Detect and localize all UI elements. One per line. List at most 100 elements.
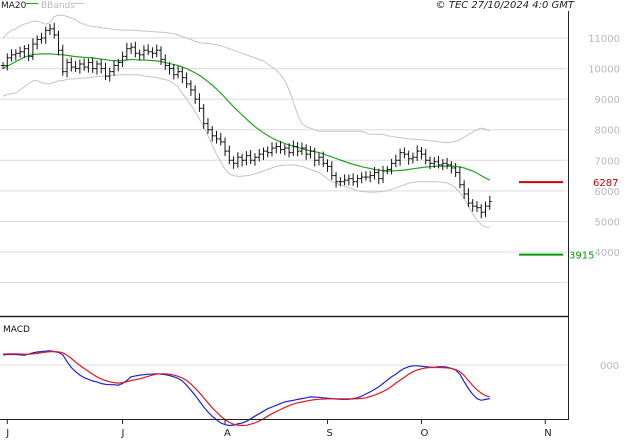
legend-swatch-ma20: [26, 3, 38, 4]
price-bar: [180, 67, 185, 84]
bollinger-bands: [2, 14, 490, 228]
copyright-background: [437, 0, 575, 11]
price-y-tick-label: 11000: [588, 34, 620, 45]
price-bar: [129, 42, 134, 54]
price-bars: [1, 22, 492, 219]
price-bar: [372, 167, 377, 180]
price-bar: [338, 177, 343, 187]
price-y-tick-label: 7000: [595, 156, 620, 167]
price-bar: [261, 147, 266, 161]
price-bar: [65, 58, 70, 78]
x-tick-label: O: [420, 428, 428, 439]
price-gridlines: [0, 37, 567, 284]
price-bar: [73, 60, 78, 72]
price-bar: [440, 159, 445, 171]
price-bar: [214, 130, 219, 144]
price-bar: [355, 174, 360, 188]
price-bar: [146, 44, 151, 56]
price-bar: [235, 152, 240, 168]
price-bar: [13, 49, 18, 61]
price-bar: [137, 49, 142, 61]
price-bar: [316, 152, 321, 166]
price-bar: [116, 58, 121, 72]
price-bar: [158, 46, 163, 65]
price-y-tick-label: 6000: [595, 187, 620, 198]
x-tick-label: A: [224, 428, 231, 439]
price-bar: [487, 195, 492, 210]
price-bar: [193, 85, 198, 104]
price-bar: [312, 147, 317, 167]
lower-band-line: [2, 74, 490, 228]
ma20-series-line: [2, 53, 491, 181]
macd-lines: [2, 350, 490, 427]
price-bar: [445, 157, 450, 169]
price-bar: [107, 67, 112, 82]
price-bar: [410, 152, 415, 164]
resistance-level-label: 6287: [593, 178, 618, 189]
price-bar: [462, 180, 467, 199]
price-bar: [428, 156, 432, 170]
price-bar: [227, 145, 232, 165]
price-bar: [56, 30, 61, 56]
price-bar: [393, 154, 398, 168]
chart-frame: [0, 0, 569, 420]
price-bar: [299, 142, 304, 156]
price-bar: [479, 204, 484, 219]
price-bar: [470, 199, 475, 212]
price-bar: [244, 151, 249, 166]
price-bar: [171, 63, 176, 80]
price-y-tick-label: 5000: [595, 217, 620, 228]
macd-y-axis: 000: [600, 361, 619, 372]
price-bar: [342, 174, 347, 186]
price-bar: [218, 132, 223, 146]
price-bar: [308, 146, 313, 159]
price-bar: [69, 57, 74, 72]
price-bar: [184, 72, 189, 89]
price-bar: [30, 38, 35, 61]
price-bar: [43, 26, 48, 44]
price-bar: [231, 156, 236, 169]
price-bar: [9, 49, 14, 62]
x-tick-label: J: [5, 428, 9, 439]
support-level-label: 3915: [569, 251, 594, 262]
price-bar: [5, 53, 10, 71]
price-bar: [163, 54, 168, 70]
price-bar: [402, 147, 407, 159]
price-bar: [22, 45, 27, 58]
price-bar: [376, 168, 381, 185]
signal-series-line: [2, 350, 490, 427]
price-bar: [295, 142, 300, 157]
price-bar: [210, 125, 215, 142]
legend-item-ma20: MA20: [1, 1, 27, 11]
price-bar: [167, 62, 172, 75]
price-bar: [26, 44, 31, 62]
price-bar: [1, 62, 5, 69]
price-bar: [205, 118, 210, 134]
legend-swatch-bbands: [72, 3, 84, 4]
price-bar: [329, 161, 334, 180]
x-tick-label: S: [327, 428, 333, 439]
price-bar: [449, 161, 454, 174]
price-bar: [278, 141, 283, 154]
price-bar: [35, 35, 40, 50]
price-bar: [201, 104, 206, 129]
price-bar: [52, 22, 57, 39]
price-bar: [453, 162, 458, 178]
price-bar: [423, 148, 428, 165]
price-bar: [304, 144, 309, 160]
price-bar: [99, 59, 104, 74]
price-bar: [103, 62, 108, 80]
price-bar: [133, 41, 138, 58]
price-y-tick-label: 10000: [588, 65, 620, 76]
price-bar: [112, 60, 117, 76]
price-bar: [223, 137, 228, 157]
price-bar: [325, 159, 330, 172]
price-bar: [406, 150, 411, 165]
macd-y-tick-label: 000: [600, 361, 619, 372]
price-bar: [141, 45, 146, 60]
price-bar: [77, 59, 82, 74]
price-bar: [86, 58, 91, 73]
price-levels: 6287 3915: [519, 178, 618, 262]
price-bar: [240, 153, 245, 167]
